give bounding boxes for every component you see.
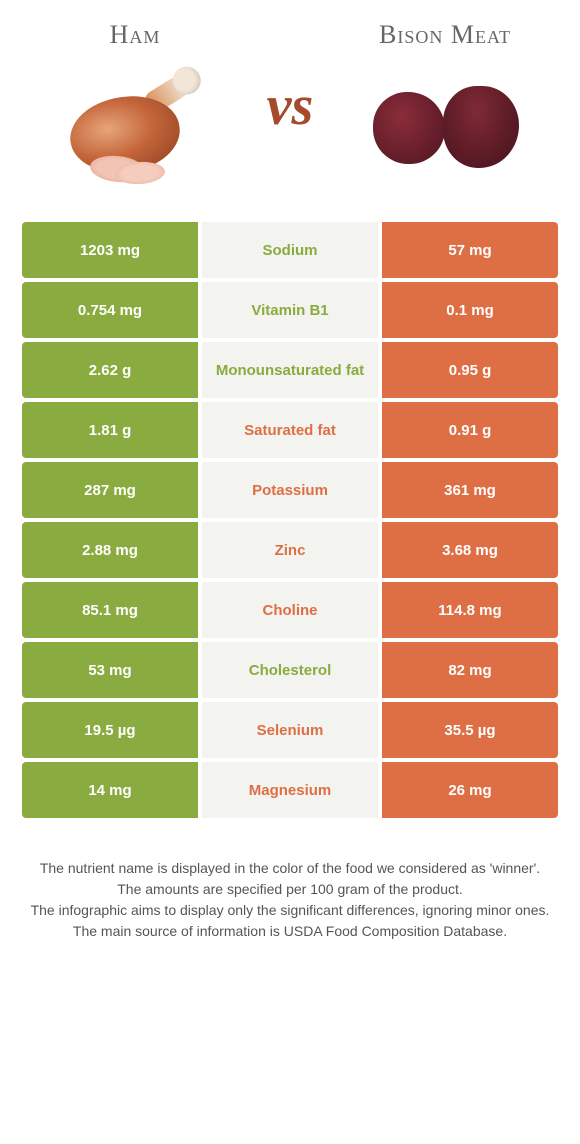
left-food-title: Ham — [110, 20, 161, 50]
nutrient-label: Sodium — [202, 222, 378, 278]
left-food-column: Ham — [30, 20, 240, 192]
nutrient-label: Potassium — [202, 462, 378, 518]
table-row: 2.88 mgZinc3.68 mg — [22, 522, 558, 578]
left-value: 85.1 mg — [22, 582, 198, 638]
nutrient-label: Magnesium — [202, 762, 378, 818]
right-value: 361 mg — [382, 462, 558, 518]
left-value: 19.5 µg — [22, 702, 198, 758]
header: Ham vs Bison Meat — [0, 0, 580, 202]
table-row: 85.1 mgCholine114.8 mg — [22, 582, 558, 638]
infographic-container: Ham vs Bison Meat 1203 mg — [0, 0, 580, 982]
footer-line: The nutrient name is displayed in the co… — [28, 858, 552, 879]
table-row: 1.81 gSaturated fat0.91 g — [22, 402, 558, 458]
right-food-title: Bison Meat — [379, 20, 511, 50]
nutrient-label: Saturated fat — [202, 402, 378, 458]
right-value: 0.95 g — [382, 342, 558, 398]
right-value: 26 mg — [382, 762, 558, 818]
nutrient-table: 1203 mgSodium57 mg0.754 mgVitamin B10.1 … — [0, 202, 580, 828]
left-value: 2.62 g — [22, 342, 198, 398]
nutrient-label: Selenium — [202, 702, 378, 758]
right-food-column: Bison Meat — [340, 20, 550, 192]
footer-line: The main source of information is USDA F… — [28, 921, 552, 942]
vs-badge: vs — [245, 61, 335, 151]
left-value: 14 mg — [22, 762, 198, 818]
footer-notes: The nutrient name is displayed in the co… — [0, 828, 580, 982]
right-value: 0.1 mg — [382, 282, 558, 338]
left-value: 1.81 g — [22, 402, 198, 458]
left-value: 287 mg — [22, 462, 198, 518]
nutrient-label: Choline — [202, 582, 378, 638]
table-row: 0.754 mgVitamin B10.1 mg — [22, 282, 558, 338]
left-value: 53 mg — [22, 642, 198, 698]
right-value: 0.91 g — [382, 402, 558, 458]
right-value: 3.68 mg — [382, 522, 558, 578]
right-value: 114.8 mg — [382, 582, 558, 638]
footer-line: The amounts are specified per 100 gram o… — [28, 879, 552, 900]
table-row: 287 mgPotassium361 mg — [22, 462, 558, 518]
table-row: 2.62 gMonounsaturated fat0.95 g — [22, 342, 558, 398]
right-value: 82 mg — [382, 642, 558, 698]
table-row: 53 mgCholesterol82 mg — [22, 642, 558, 698]
nutrient-label: Monounsaturated fat — [202, 342, 378, 398]
ham-icon — [50, 62, 220, 192]
table-row: 19.5 µgSelenium35.5 µg — [22, 702, 558, 758]
table-row: 1203 mgSodium57 mg — [22, 222, 558, 278]
right-value: 57 mg — [382, 222, 558, 278]
vs-text: vs — [267, 78, 314, 134]
bison-icon — [360, 62, 530, 192]
table-row: 14 mgMagnesium26 mg — [22, 762, 558, 818]
footer-line: The infographic aims to display only the… — [28, 900, 552, 921]
left-value: 2.88 mg — [22, 522, 198, 578]
nutrient-label: Cholesterol — [202, 642, 378, 698]
left-value: 1203 mg — [22, 222, 198, 278]
left-value: 0.754 mg — [22, 282, 198, 338]
right-value: 35.5 µg — [382, 702, 558, 758]
nutrient-label: Vitamin B1 — [202, 282, 378, 338]
nutrient-label: Zinc — [202, 522, 378, 578]
